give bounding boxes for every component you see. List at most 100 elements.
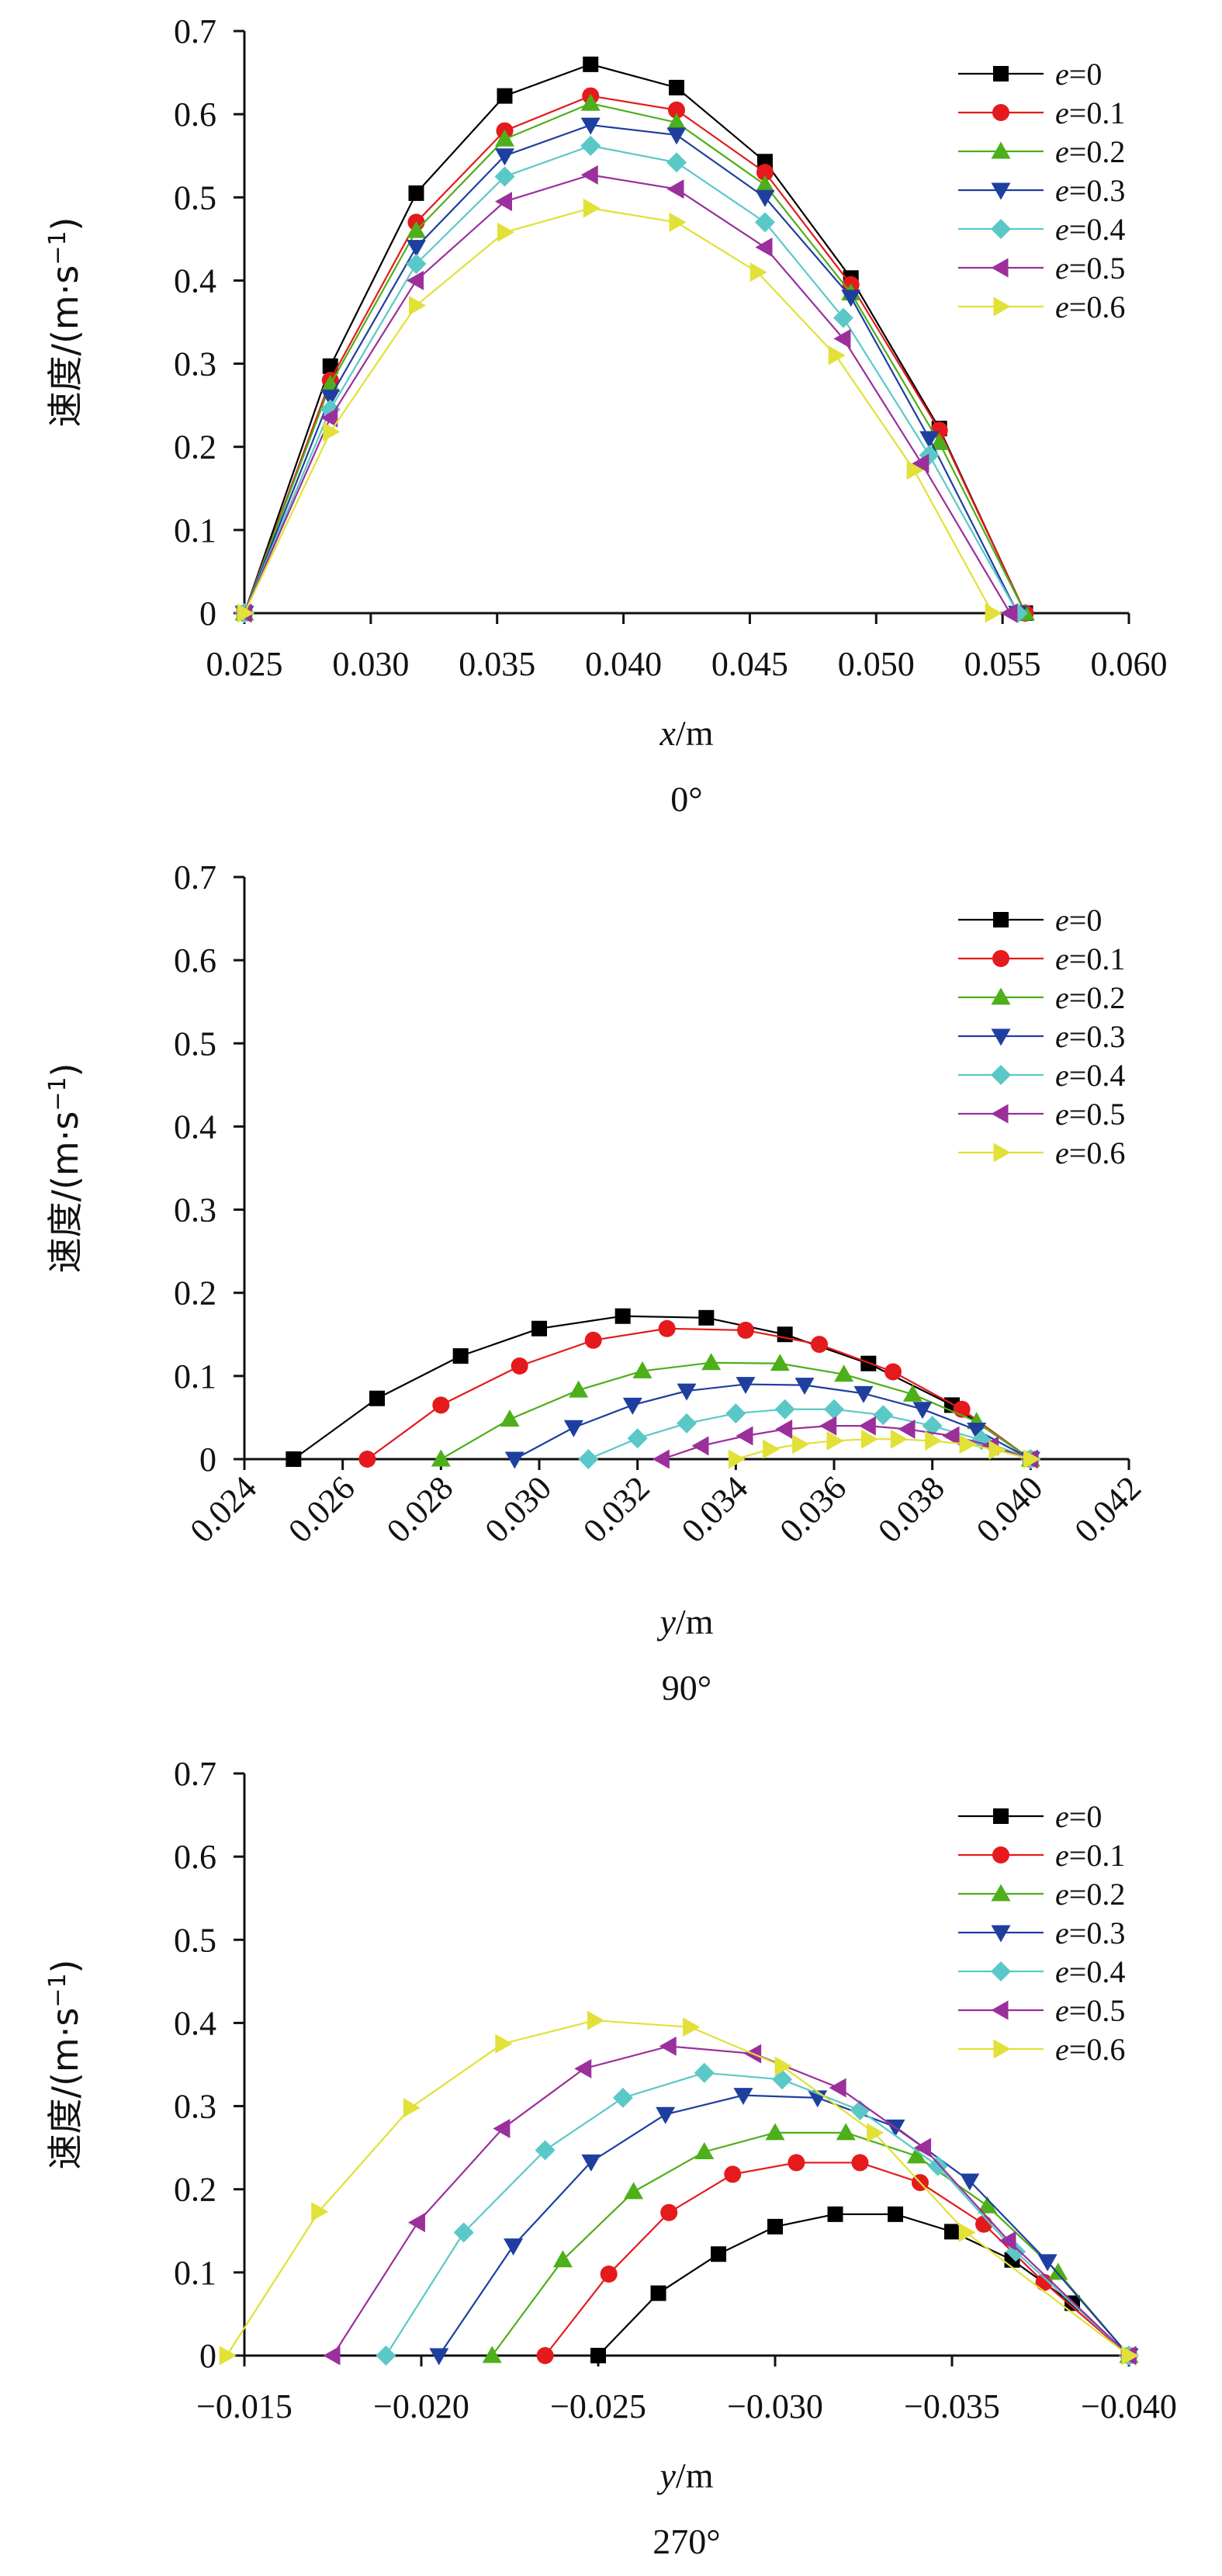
- y-tick-label: 0: [199, 595, 216, 633]
- y-tick-label: 0.5: [174, 179, 216, 217]
- legend-entry: e=0: [1055, 1799, 1102, 1834]
- data-point: [890, 1429, 908, 1449]
- data-point: [627, 1428, 648, 1449]
- series-line: [366, 1327, 1031, 1460]
- x-tick-label: 0.028: [379, 1468, 461, 1550]
- legend-marker: [991, 987, 1011, 1005]
- x-tick-label: 0.024: [182, 1468, 264, 1550]
- data-point: [826, 1430, 844, 1451]
- data-point: [1037, 2254, 1058, 2272]
- legend-marker: [992, 950, 1009, 967]
- legend: e=0e=0.1e=0.2e=0.3e=0.4e=0.5e=0.6: [958, 903, 1125, 1170]
- series-line: [243, 123, 1019, 614]
- data-point: [322, 358, 338, 374]
- data-point: [660, 2203, 678, 2221]
- data-point: [583, 198, 601, 218]
- data-point: [912, 1402, 933, 1420]
- legend-marker: [991, 2000, 1009, 2020]
- data-point: [590, 2348, 606, 2363]
- y-tick-label: 0.4: [174, 2004, 216, 2042]
- data-point: [432, 1396, 450, 1414]
- legend: e=0e=0.1e=0.2e=0.3e=0.4e=0.5e=0.6: [958, 57, 1125, 324]
- data-point: [1023, 1449, 1040, 1469]
- data-point: [666, 152, 687, 173]
- legend-entry: e=0.2: [1055, 1877, 1125, 1912]
- data-point: [836, 2123, 856, 2141]
- data-point: [406, 220, 426, 238]
- legend-entry: e=0.1: [1055, 941, 1125, 976]
- data-point: [925, 1430, 943, 1451]
- x-axis-label: x/m: [659, 713, 714, 753]
- chart-panel-1: 0 0.1 0.2 0.3 0.4 0.5 0.6 0.7 0.025 0.030 0.035 0.0…: [44, 12, 1168, 819]
- y-tick-label: 0.7: [174, 858, 216, 896]
- x-tick-label: 0.034: [674, 1468, 756, 1550]
- series-line: [244, 207, 994, 614]
- data-point: [792, 1434, 810, 1454]
- x-tick-label: 0.030: [477, 1468, 559, 1550]
- data-point: [841, 289, 861, 307]
- data-point: [919, 431, 940, 449]
- data-point: [667, 101, 685, 119]
- data-point: [237, 603, 254, 623]
- chart-panel-2: 00.10.20.30.40.50.60.70.024 0.026 0.028 0.0…: [44, 858, 1148, 1708]
- series-line: [438, 2094, 1130, 2356]
- data-point: [851, 2154, 869, 2172]
- data-point: [581, 2154, 601, 2172]
- series-line: [226, 2020, 1130, 2356]
- data-point: [358, 1451, 376, 1468]
- data-point: [967, 1423, 987, 1440]
- legend-entry: e=0.5: [1055, 251, 1125, 286]
- data-point: [929, 432, 950, 450]
- series-line: [332, 2045, 1130, 2356]
- series-line: [243, 102, 1026, 614]
- legend: e=0e=0.1e=0.2e=0.3e=0.4e=0.5e=0.6: [958, 1799, 1125, 2067]
- data-point: [431, 1449, 451, 1467]
- data-point: [853, 1385, 874, 1403]
- panel-caption: 90°: [662, 1668, 711, 1708]
- data-point: [827, 2206, 843, 2222]
- data-point: [756, 164, 774, 182]
- data-point: [587, 2010, 604, 2030]
- legend-marker: [991, 258, 1009, 278]
- data-point: [1048, 2262, 1068, 2280]
- data-point: [698, 1309, 715, 1326]
- x-tick-label: 0.040: [969, 1468, 1051, 1550]
- data-point: [999, 2231, 1016, 2251]
- data-point: [736, 1426, 753, 1446]
- y-tick-label: 0.3: [174, 2088, 216, 2126]
- y-tick-label: 0.2: [174, 2171, 216, 2209]
- data-point: [755, 237, 773, 258]
- data-point: [406, 254, 427, 274]
- x-tick-label: −0.015: [196, 2387, 293, 2425]
- legend-marker: [993, 2039, 1011, 2059]
- data-point: [429, 2348, 449, 2366]
- data-point: [683, 2017, 701, 2037]
- legend-marker: [991, 1884, 1011, 1902]
- data-point: [737, 1321, 754, 1339]
- data-point: [985, 603, 1002, 623]
- data-point: [376, 2345, 396, 2366]
- data-point: [763, 1439, 781, 1459]
- data-point: [694, 2062, 715, 2083]
- legend-marker: [991, 1028, 1011, 1046]
- legend-entry: e=0.3: [1055, 173, 1125, 208]
- y-tick-label: 0.3: [174, 345, 216, 383]
- series-e06: [237, 198, 1002, 623]
- data-point: [906, 460, 924, 480]
- data-point: [833, 328, 851, 348]
- legend-entry: e=0.5: [1055, 1097, 1125, 1132]
- x-tick-label: 0.050: [838, 645, 915, 683]
- legend-marker: [993, 912, 1009, 927]
- legend-entry: e=0.4: [1055, 1058, 1125, 1093]
- legend-entry: e=0.2: [1055, 980, 1125, 1015]
- y-tick-label: 0.1: [174, 511, 216, 550]
- data-point: [407, 2213, 425, 2233]
- y-tick-label: 0.7: [174, 1755, 216, 1793]
- data-point: [580, 135, 601, 156]
- data-point: [767, 2218, 783, 2234]
- data-point: [819, 1416, 837, 1436]
- data-point: [725, 1403, 746, 1424]
- x-axis-label: y/m: [657, 1602, 714, 1642]
- series-e02: [482, 2123, 1139, 2363]
